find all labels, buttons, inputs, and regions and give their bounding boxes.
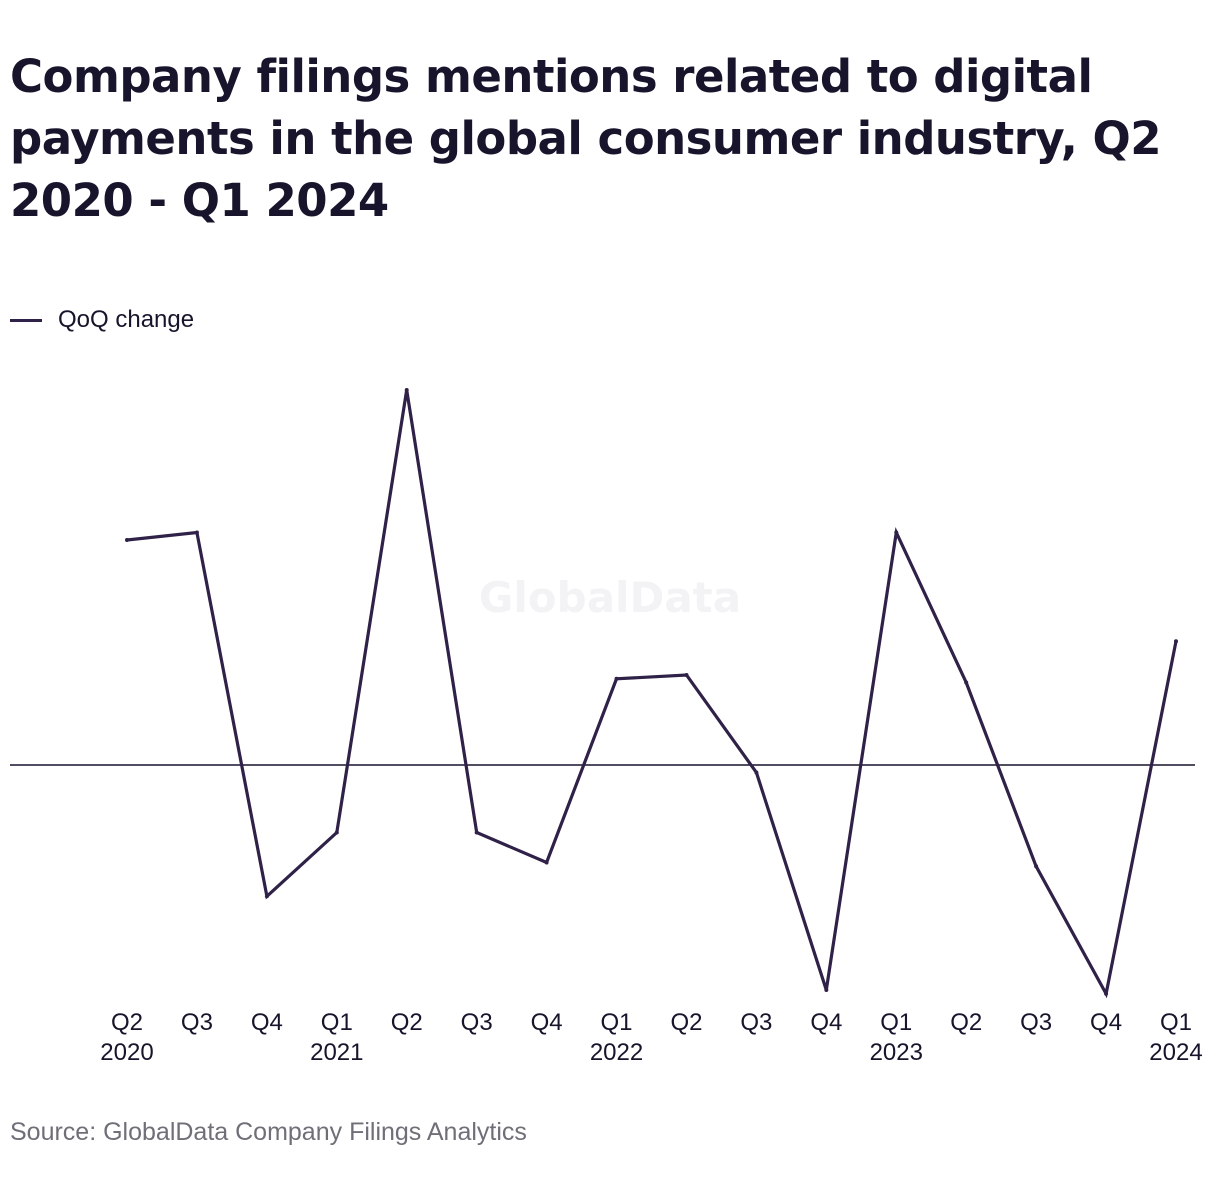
x-tick-label-quarter: Q1 <box>880 1009 912 1036</box>
x-tick-label-year: 2020 <box>100 1039 153 1066</box>
x-tick-label-quarter: Q2 <box>670 1009 702 1036</box>
x-tick-label-year: 2023 <box>870 1039 923 1066</box>
x-tick-label-quarter: Q1 <box>601 1009 633 1036</box>
legend: QoQ change <box>10 306 194 334</box>
x-tick-label-quarter: Q1 <box>1160 1009 1192 1036</box>
x-tick-label-quarter: Q3 <box>1020 1009 1052 1036</box>
x-tick-label-quarter: Q3 <box>740 1009 772 1036</box>
x-tick-label-quarter: Q1 <box>321 1009 353 1036</box>
x-tick-label-year: 2022 <box>590 1039 643 1066</box>
x-tick-label-quarter: Q2 <box>391 1009 423 1036</box>
x-tick-label-quarter: Q4 <box>810 1009 842 1036</box>
chart-title: Company filings mentions related to digi… <box>10 50 1162 227</box>
x-tick-label-quarter: Q2 <box>950 1009 982 1036</box>
watermark: GlobalData <box>479 573 741 622</box>
x-tick-label-year: 2021 <box>310 1039 363 1066</box>
data-points <box>125 388 1178 996</box>
x-tick-label-quarter: Q4 <box>251 1009 283 1036</box>
x-axis-tick-labels: Q2 2020 Q3 Q4 Q1 2021 Q2 Q3 Q4 Q1 2022 Q2 Q3 Q4 Q1 2023… <box>100 1009 1202 1066</box>
x-tick-label-quarter: Q4 <box>1090 1009 1122 1036</box>
source-note: Source: GlobalData Company Filings Analy… <box>10 1118 527 1146</box>
x-tick-label-quarter: Q3 <box>461 1009 493 1036</box>
legend-swatch <box>10 318 42 322</box>
x-tick-label-quarter: Q4 <box>531 1009 563 1036</box>
x-tick-label-quarter: Q2 <box>111 1009 143 1036</box>
legend-label: QoQ change <box>58 306 195 333</box>
x-tick-label-quarter: Q3 <box>181 1009 213 1036</box>
series-line-qoq-change <box>126 389 1178 999</box>
x-tick-label-year: 2024 <box>1149 1039 1202 1066</box>
